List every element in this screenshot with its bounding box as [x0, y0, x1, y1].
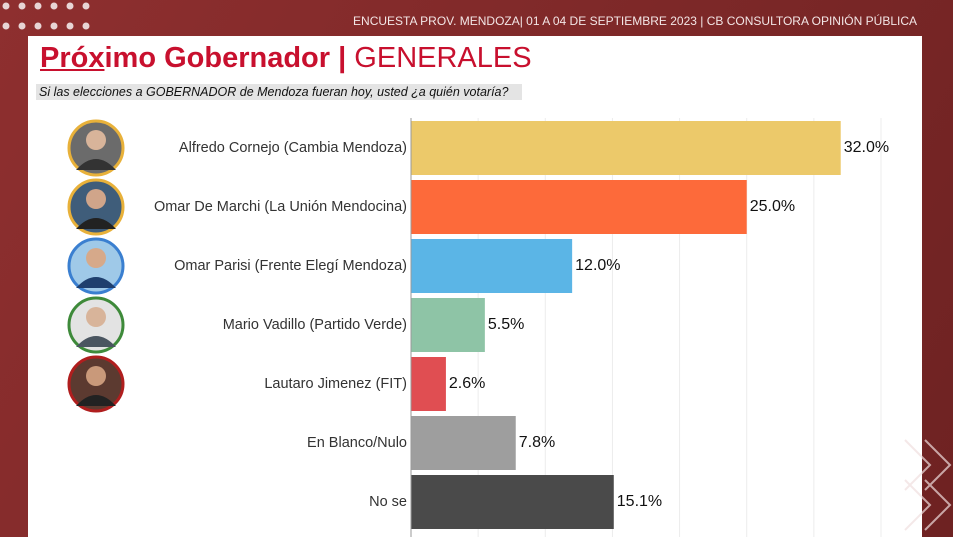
dots	[2, 2, 90, 30]
bar	[411, 475, 614, 529]
value-label: 15.1%	[617, 493, 662, 510]
bar	[411, 121, 841, 175]
category-label: Mario Vadillo (Partido Verde)	[223, 317, 407, 333]
category-label: Lautaro Jimenez (FIT)	[264, 376, 407, 392]
subtitle: Si las elecciones a GOBERNADOR de Mendoz…	[36, 84, 523, 100]
bar	[411, 298, 485, 352]
value-label: 7.8%	[519, 434, 555, 451]
chevrons	[904, 439, 952, 531]
bar	[411, 180, 747, 234]
avatars	[67, 119, 125, 413]
bar	[411, 239, 573, 293]
category-label: No se	[369, 494, 407, 510]
value-label: 12.0%	[575, 257, 620, 274]
title-part: Próx	[40, 42, 105, 74]
title-part: GENERALES	[354, 42, 532, 74]
value-label: 2.6%	[449, 375, 485, 392]
title-part: imo Gobernador |	[104, 42, 347, 74]
bar	[411, 416, 516, 470]
header: ENCUESTA PROV. MENDOZA| 01 A 04 DE SEPTI…	[353, 14, 917, 28]
bar	[411, 357, 446, 411]
category-label: Omar Parisi (Frente Elegí Mendoza)	[174, 258, 407, 274]
title: Próximo Gobernador | GENERALES	[40, 42, 532, 75]
value-label: 25.0%	[750, 198, 795, 215]
value-label: 5.5%	[488, 316, 524, 333]
value-label: 32.0%	[844, 139, 889, 156]
category-label: Alfredo Cornejo (Cambia Mendoza)	[179, 140, 407, 156]
category-label: Omar De Marchi (La Unión Mendocina)	[154, 199, 407, 215]
category-label: En Blanco/Nulo	[307, 435, 407, 451]
